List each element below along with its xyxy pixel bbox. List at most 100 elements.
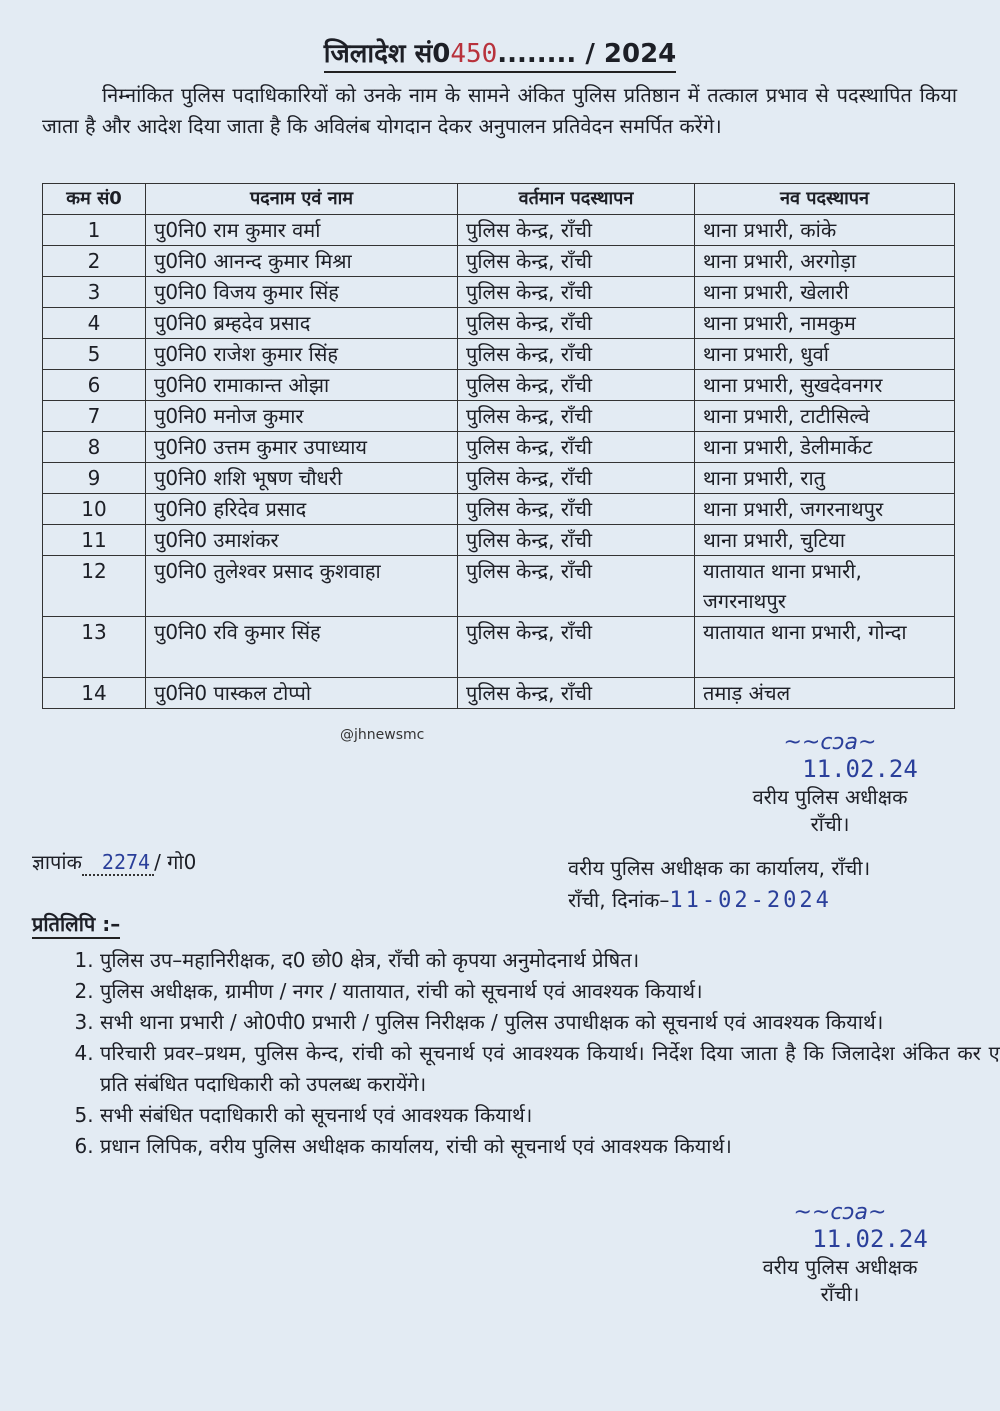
serial-cell: 13 bbox=[42, 616, 146, 678]
copy-list: पुलिस उप–महानिरीक्षक, द0 छो0 क्षेत्र, रा… bbox=[60, 945, 1000, 1162]
current-posting-cell: पुलिस केन्द्र, राँची bbox=[457, 245, 695, 277]
date-value: 11-02-2024 bbox=[669, 888, 832, 913]
table-row: 6 पु0नि0 रामाकान्त ओझा पुलिस केन्द्र, राँच… bbox=[42, 369, 955, 401]
table-row: 4 पु0नि0 ब्रम्हदेव प्रसाद पुलिस केन्द्र, र… bbox=[42, 307, 955, 339]
current-posting-cell: पुलिस केन्द्र, राँची bbox=[457, 400, 695, 432]
current-posting-cell: पुलिस केन्द्र, राँची bbox=[457, 616, 695, 678]
signature-scribble: ~~cɔa~ bbox=[783, 730, 877, 755]
new-posting-cell: तमाड़ अंचल bbox=[694, 677, 955, 709]
col-new: नव पदस्थापन bbox=[694, 183, 955, 215]
new-posting-cell: यातायात थाना प्रभारी, जगरनाथपुर bbox=[694, 555, 955, 617]
new-posting-cell: थाना प्रभारी, रातु bbox=[694, 462, 955, 494]
copy-heading: प्रतिलिपि :– bbox=[32, 910, 121, 939]
posting-table: कम सं0 पदनाम एवं नाम वर्तमान पदस्थापन नव… bbox=[42, 183, 955, 709]
copy-item: परिचारी प्रवर–प्रथम, पुलिस केन्द, रांची … bbox=[100, 1038, 1000, 1100]
table-row: 2 पु0नि0 आनन्द कुमार मिश्रा पुलिस केन्द्र,… bbox=[42, 245, 955, 277]
name-cell: पु0नि0 विजय कुमार सिंह bbox=[145, 276, 458, 308]
current-posting-cell: पुलिस केन्द्र, राँची bbox=[457, 431, 695, 463]
current-posting-cell: पुलिस केन्द्र, राँची bbox=[457, 462, 695, 494]
serial-cell: 14 bbox=[42, 677, 146, 709]
current-posting-cell: पुलिस केन्द्र, राँची bbox=[457, 555, 695, 617]
office-block: वरीय पुलिस अधीक्षक का कार्यालय, राँची। र… bbox=[568, 852, 870, 917]
table-row: 9 पु0नि0 शशि भूषण चौधरी पुलिस केन्द्र, राँ… bbox=[42, 462, 955, 494]
new-posting-cell: थाना प्रभारी, जगरनाथपुर bbox=[694, 493, 955, 525]
copy-item: सभी संबंधित पदाधिकारी को सूचनार्थ एवं आव… bbox=[100, 1100, 1000, 1131]
copy-item: सभी थाना प्रभारी / ओ0पी0 प्रभारी / पुलिस… bbox=[100, 1007, 1000, 1038]
serial-cell: 4 bbox=[42, 307, 146, 339]
watermark: @jhnewsmc bbox=[340, 727, 425, 743]
office-line: वरीय पुलिस अधीक्षक का कार्यालय, राँची। bbox=[568, 856, 871, 880]
order-title: जिलादेश सं0450........ / 2024 bbox=[0, 34, 1000, 73]
table-row: 12 पु0नि0 तुलेश्वर प्रसाद कुशवाहा पुलिस के… bbox=[42, 555, 955, 617]
serial-cell: 1 bbox=[42, 214, 146, 246]
new-posting-cell: थाना प्रभारी, डेलीमार्केट bbox=[694, 431, 955, 463]
copy-item: पुलिस उप–महानिरीक्षक, द0 छो0 क्षेत्र, रा… bbox=[100, 945, 1000, 976]
table-row: 10 पु0नि0 हरिदेव प्रसाद पुलिस केन्द्र, राँ… bbox=[42, 493, 955, 525]
name-cell: पु0नि0 शशि भूषण चौधरी bbox=[145, 462, 458, 494]
name-cell: पु0नि0 रामाकान्त ओझा bbox=[145, 369, 458, 401]
designation: वरीय पुलिस अधीक्षक bbox=[762, 1255, 918, 1279]
table-row: 1 पु0नि0 राम कुमार वर्मा पुलिस केन्द्र, रा… bbox=[42, 214, 955, 246]
table-row: 3 पु0नि0 विजय कुमार सिंह पुलिस केन्द्र, रा… bbox=[42, 276, 955, 308]
table-row: 8 पु0नि0 उत्तम कुमार उपाध्याय पुलिस केन्द्… bbox=[42, 431, 955, 463]
serial-cell: 6 bbox=[42, 369, 146, 401]
designation: वरीय पुलिस अधीक्षक bbox=[752, 785, 908, 809]
serial-cell: 9 bbox=[42, 462, 146, 494]
table-row: 14 पु0नि0 पास्कल टोप्पो पुलिस केन्द्र, राँ… bbox=[42, 677, 955, 709]
name-cell: पु0नि0 ब्रम्हदेव प्रसाद bbox=[145, 307, 458, 339]
name-cell: पु0नि0 उमाशंकर bbox=[145, 524, 458, 556]
col-current: वर्तमान पदस्थापन bbox=[457, 183, 695, 215]
serial-cell: 3 bbox=[42, 276, 146, 308]
current-posting-cell: पुलिस केन्द्र, राँची bbox=[457, 307, 695, 339]
new-posting-cell: थाना प्रभारी, धुर्वा bbox=[694, 338, 955, 370]
current-posting-cell: पुलिस केन्द्र, राँची bbox=[457, 214, 695, 246]
serial-cell: 7 bbox=[42, 400, 146, 432]
new-posting-cell: थाना प्रभारी, सुखदेवनगर bbox=[694, 369, 955, 401]
copy-item: पुलिस अधीक्षक, ग्रामीण / नगर / यातायात, … bbox=[100, 976, 1000, 1007]
serial-cell: 12 bbox=[42, 555, 146, 617]
order-number: 450 bbox=[450, 39, 498, 69]
copy-item: प्रधान लिपिक, वरीय पुलिस अधीक्षक कार्याल… bbox=[100, 1131, 1000, 1162]
name-cell: पु0नि0 राम कुमार वर्मा bbox=[145, 214, 458, 246]
new-posting-cell: थाना प्रभारी, अरगोड़ा bbox=[694, 245, 955, 277]
memo-suffix: / गो0 bbox=[154, 850, 197, 874]
serial-cell: 5 bbox=[42, 338, 146, 370]
signature-block-1: ~~cɔa~ 11.02.24 वरीय पुलिस अधीक्षक राँची… bbox=[700, 730, 960, 837]
new-posting-cell: थाना प्रभारी, खेलारी bbox=[694, 276, 955, 308]
new-posting-cell: थाना प्रभारी, चुटिया bbox=[694, 524, 955, 556]
current-posting-cell: पुलिस केन्द्र, राँची bbox=[457, 493, 695, 525]
signature-date: 11.02.24 bbox=[812, 1225, 928, 1253]
dots: ........ bbox=[497, 39, 577, 69]
name-cell: पु0नि0 रवि कुमार सिंह bbox=[145, 616, 458, 678]
name-cell: पु0नि0 मनोज कुमार bbox=[145, 400, 458, 432]
new-posting-cell: यातायात थाना प्रभारी, गोन्दा bbox=[694, 616, 955, 678]
current-posting-cell: पुलिस केन्द्र, राँची bbox=[457, 369, 695, 401]
table-row: 5 पु0नि0 राजेश कुमार सिंह पुलिस केन्द्र, र… bbox=[42, 338, 955, 370]
serial-cell: 11 bbox=[42, 524, 146, 556]
current-posting-cell: पुलिस केन्द्र, राँची bbox=[457, 524, 695, 556]
signature-date: 11.02.24 bbox=[802, 755, 918, 783]
memo-value: 2274 bbox=[81, 850, 155, 876]
signature-scribble: ~~cɔa~ bbox=[793, 1200, 887, 1225]
date-label: राँची, दिनांक– bbox=[568, 888, 670, 912]
serial-cell: 8 bbox=[42, 431, 146, 463]
col-name: पदनाम एवं नाम bbox=[145, 183, 458, 215]
table-row: 11 पु0नि0 उमाशंकर पुलिस केन्द्र, राँची थाना… bbox=[42, 524, 955, 556]
name-cell: पु0नि0 हरिदेव प्रसाद bbox=[145, 493, 458, 525]
col-serial: कम सं0 bbox=[42, 183, 146, 215]
name-cell: पु0नि0 पास्कल टोप्पो bbox=[145, 677, 458, 709]
title-year: / 2024 bbox=[585, 39, 677, 69]
new-posting-cell: थाना प्रभारी, टाटीसिल्वे bbox=[694, 400, 955, 432]
table-row: 13 पु0नि0 रवि कुमार सिंह पुलिस केन्द्र, रा… bbox=[42, 616, 955, 678]
title-prefix: जिलादेश सं0 bbox=[323, 39, 451, 69]
table-header-row: कम सं0 पदनाम एवं नाम वर्तमान पदस्थापन नव… bbox=[42, 183, 955, 215]
name-cell: पु0नि0 उत्तम कुमार उपाध्याय bbox=[145, 431, 458, 463]
table-row: 7 पु0नि0 मनोज कुमार पुलिस केन्द्र, राँची था… bbox=[42, 400, 955, 432]
name-cell: पु0नि0 तुलेश्वर प्रसाद कुशवाहा bbox=[145, 555, 458, 617]
serial-cell: 2 bbox=[42, 245, 146, 277]
new-posting-cell: थाना प्रभारी, नामकुम bbox=[694, 307, 955, 339]
place: राँची। bbox=[810, 812, 850, 836]
place: राँची। bbox=[820, 1282, 860, 1306]
current-posting-cell: पुलिस केन्द्र, राँची bbox=[457, 677, 695, 709]
serial-cell: 10 bbox=[42, 493, 146, 525]
